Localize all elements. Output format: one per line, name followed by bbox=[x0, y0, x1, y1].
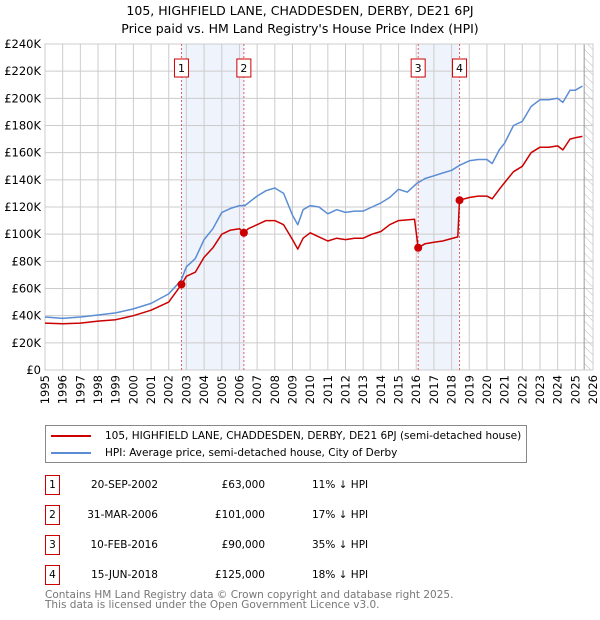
property-price-line bbox=[44, 135, 583, 325]
y-tick-label: £0 bbox=[26, 363, 41, 377]
sale-label-box bbox=[410, 58, 426, 78]
x-tick-label: 2009 bbox=[285, 375, 299, 404]
x-tick-label: 2023 bbox=[533, 375, 547, 404]
x-tick-label: 2022 bbox=[515, 375, 529, 404]
sale-label: 2 bbox=[240, 62, 247, 75]
x-tick-label: 2006 bbox=[232, 375, 246, 404]
y-tick-label: £100K bbox=[4, 227, 41, 241]
x-tick-label: 1997 bbox=[73, 375, 87, 404]
sale-point bbox=[239, 228, 248, 237]
x-tick-label: 2014 bbox=[374, 375, 388, 404]
x-tick-label: 2004 bbox=[197, 375, 211, 404]
legend-label-hpi: HPI: Average price, semi-detached house,… bbox=[105, 447, 398, 459]
sale-label: 4 bbox=[456, 62, 463, 75]
x-tick-label: 2019 bbox=[462, 375, 476, 404]
x-tick-label: 2015 bbox=[392, 375, 406, 404]
sale-label-box bbox=[236, 58, 252, 78]
sale-label-box bbox=[452, 58, 468, 78]
sale-point bbox=[414, 243, 423, 252]
sale-price: £101,000 bbox=[214, 509, 265, 521]
y-tick-label: £220K bbox=[4, 64, 41, 78]
legend: 105, HIGHFIELD LANE, CHADDESDEN, DERBY, … bbox=[45, 425, 527, 463]
legend-swatch-property bbox=[51, 435, 91, 437]
sale-badge: 1 bbox=[45, 475, 60, 495]
x-tick-label: 2012 bbox=[339, 375, 353, 404]
x-tick-label: 2021 bbox=[498, 375, 512, 404]
y-tick-label: £20K bbox=[12, 336, 42, 350]
sale-label-box bbox=[173, 58, 189, 78]
y-tick-label: £120K bbox=[4, 200, 41, 214]
x-tick-label: 2002 bbox=[162, 375, 176, 404]
x-tick-label: 2001 bbox=[144, 375, 158, 404]
sale-badge: 3 bbox=[45, 535, 60, 555]
sale-price: £63,000 bbox=[221, 479, 265, 491]
sale-date: 10-FEB-2016 bbox=[90, 539, 158, 551]
hpi-line bbox=[44, 85, 583, 320]
x-tick-label: 2010 bbox=[303, 375, 317, 404]
y-tick-label: £240K bbox=[4, 37, 41, 51]
x-tick-label: 2024 bbox=[551, 375, 565, 404]
y-tick-label: £180K bbox=[4, 119, 41, 133]
chart-subtitle: Price paid vs. HM Land Registry's House … bbox=[121, 21, 479, 36]
x-tick-label: 2011 bbox=[321, 375, 335, 404]
x-tick-label: 2007 bbox=[250, 375, 264, 404]
footer-licence: This data is licensed under the Open Gov… bbox=[45, 599, 380, 611]
x-tick-label: 2025 bbox=[568, 375, 582, 404]
sale-point bbox=[177, 280, 186, 289]
y-tick-label: £140K bbox=[4, 173, 41, 187]
y-tick-label: £200K bbox=[4, 91, 41, 105]
sale-badge: 2 bbox=[45, 505, 60, 525]
sale-date: 31-MAR-2006 bbox=[87, 509, 158, 521]
x-tick-label: 2005 bbox=[215, 375, 229, 404]
sale-badge: 4 bbox=[45, 565, 60, 585]
legend-label-property: 105, HIGHFIELD LANE, CHADDESDEN, DERBY, … bbox=[105, 430, 522, 442]
y-tick-label: £80K bbox=[12, 254, 42, 268]
sale-price: £125,000 bbox=[214, 569, 265, 581]
legend-swatch-hpi bbox=[51, 452, 91, 454]
price-chart: £0 £20K £40K £60K £80K £100K £120K £140K £160K £1… bbox=[4, 37, 600, 404]
x-tick-label: 2020 bbox=[480, 375, 494, 404]
x-tick-label: 2008 bbox=[268, 375, 282, 404]
sale-date: 15-JUN-2018 bbox=[91, 569, 158, 581]
x-tick-label: 1998 bbox=[91, 375, 105, 404]
sale-point bbox=[455, 196, 464, 205]
x-tick-label: 2000 bbox=[126, 375, 140, 404]
sale-label: 1 bbox=[178, 62, 185, 75]
y-tick-label: £160K bbox=[4, 146, 41, 160]
x-tick-label: 1996 bbox=[56, 375, 70, 404]
x-tick-label: 2017 bbox=[427, 375, 441, 404]
chart-title: 105, HIGHFIELD LANE, CHADDESDEN, DERBY, … bbox=[126, 3, 474, 18]
x-tick-label: 2003 bbox=[179, 375, 193, 404]
x-tick-label: 2013 bbox=[356, 375, 370, 404]
legend-item-hpi: HPI: Average price, semi-detached house,… bbox=[46, 445, 397, 461]
legend-item-property: 105, HIGHFIELD LANE, CHADDESDEN, DERBY, … bbox=[46, 428, 521, 444]
footer-copyright: Contains HM Land Registry data © Crown c… bbox=[45, 589, 454, 601]
sale-hpi-diff: 17% ↓ HPI bbox=[312, 509, 369, 521]
plot-border bbox=[44, 43, 594, 371]
sale-hpi-diff: 18% ↓ HPI bbox=[312, 569, 369, 581]
x-tick-label: 2026 bbox=[586, 375, 600, 404]
sale-label: 3 bbox=[415, 62, 422, 75]
x-tick-label: 1999 bbox=[109, 375, 123, 404]
sale-hpi-diff: 35% ↓ HPI bbox=[312, 539, 369, 551]
sale-date: 20-SEP-2002 bbox=[90, 479, 158, 491]
x-tick-label: 1995 bbox=[38, 375, 52, 404]
sale-price: £90,000 bbox=[221, 539, 265, 551]
x-tick-label: 2016 bbox=[409, 375, 423, 404]
sale-hpi-diff: 11% ↓ HPI bbox=[312, 479, 369, 491]
x-tick-label: 2018 bbox=[445, 375, 459, 404]
y-tick-label: £40K bbox=[12, 309, 42, 323]
y-tick-label: £60K bbox=[12, 282, 42, 296]
